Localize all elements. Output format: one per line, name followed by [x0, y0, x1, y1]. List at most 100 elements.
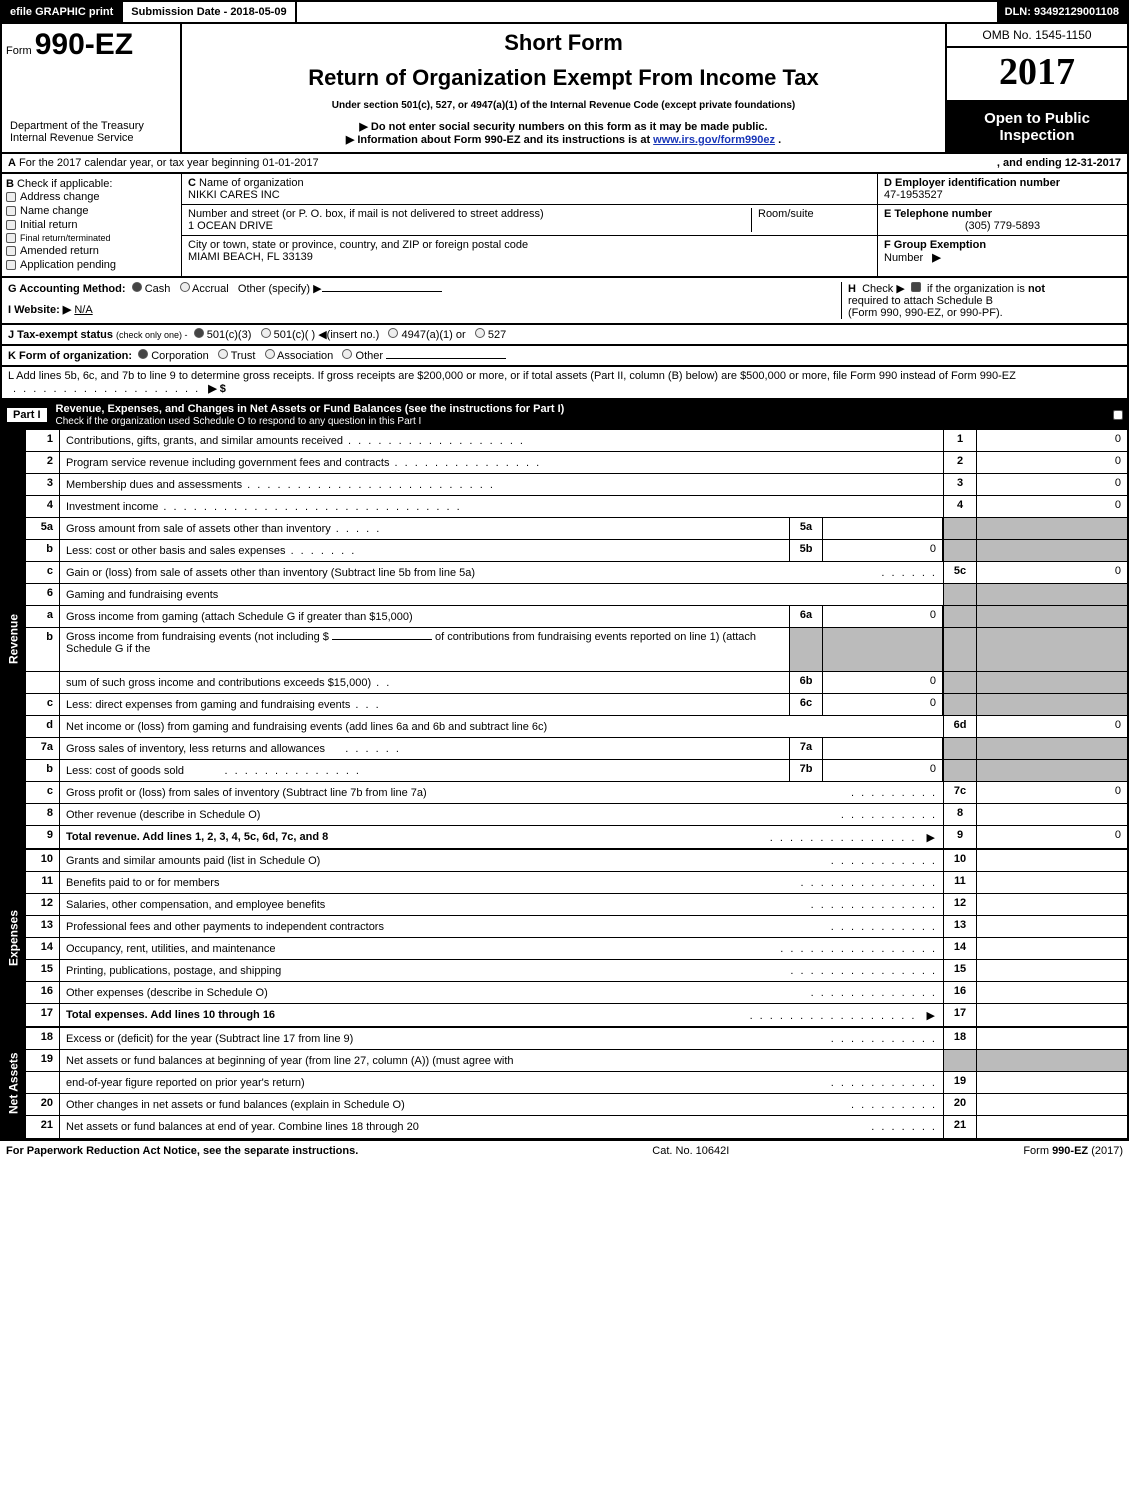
line11-box: 11 — [943, 872, 977, 893]
line-17: 17 Total expenses. Add lines 10 through … — [26, 1004, 1127, 1026]
h-text4: (Form 990, 990-EZ, or 990-PF). — [848, 307, 1003, 319]
radio-assoc[interactable] — [265, 349, 275, 359]
line9-num: 9 — [26, 826, 60, 848]
line4-num: 4 — [26, 496, 60, 517]
chk-application-pending[interactable] — [6, 260, 16, 270]
line-6b-bot: sum of such gross income and contributio… — [26, 672, 1127, 694]
line7b-subbox: 7b — [789, 760, 823, 781]
j-sub: (check only one) - — [116, 330, 188, 340]
line13-box: 13 — [943, 916, 977, 937]
line6b-subbox: 6b — [789, 672, 823, 693]
line-18: 18 Excess or (deficit) for the year (Sub… — [26, 1028, 1127, 1050]
lbl-accrual: Accrual — [192, 283, 229, 295]
chk-address-change[interactable] — [6, 192, 16, 202]
line7b-desc: Less: cost of goods sold — [66, 765, 184, 777]
calendar-year-text: For the 2017 calendar year, or tax year … — [19, 157, 319, 169]
line15-desc: Printing, publications, postage, and shi… — [66, 965, 281, 977]
chk-schedule-o[interactable] — [1113, 410, 1123, 420]
line14-value — [977, 938, 1127, 959]
line7a-num: 7a — [26, 738, 60, 759]
line6d-num: d — [26, 716, 60, 737]
label-j: J Tax-exempt status — [8, 329, 113, 341]
name-of-org-label: Name of organization — [199, 177, 304, 189]
lbl-501c3: 501(c)(3) — [207, 329, 252, 341]
radio-cash[interactable] — [132, 282, 142, 292]
line3-value: 0 — [977, 474, 1127, 495]
radio-527[interactable] — [475, 328, 485, 338]
line6b-amount-input[interactable] — [332, 639, 432, 640]
line5c-value: 0 — [977, 562, 1127, 583]
line-6c: c Less: direct expenses from gaming and … — [26, 694, 1127, 716]
label-i: I Website: ▶ — [8, 304, 71, 316]
col-def: D Employer identification number 47-1953… — [877, 174, 1127, 276]
row-a: A For the 2017 calendar year, or tax yea… — [0, 154, 1129, 174]
line-5b: b Less: cost or other basis and sales ex… — [26, 540, 1127, 562]
footer-form-post: (2017) — [1091, 1145, 1123, 1157]
l-text: L Add lines 5b, 6c, and 7b to line 9 to … — [8, 370, 1016, 382]
line6b-desc3: sum of such gross income and contributio… — [66, 677, 371, 689]
line5a-subval — [823, 518, 943, 539]
row-k: K Form of organization: Corporation Trus… — [0, 346, 1129, 367]
line6-num: 6 — [26, 584, 60, 605]
other-specify-input[interactable] — [322, 291, 442, 292]
line7b-greyval — [977, 760, 1127, 781]
line6a-desc: Gross income from gaming (attach Schedul… — [66, 611, 413, 623]
line2-desc: Program service revenue including govern… — [66, 457, 389, 469]
line5b-num: b — [26, 540, 60, 561]
radio-trust[interactable] — [218, 349, 228, 359]
line-21: 21 Net assets or fund balances at end of… — [26, 1116, 1127, 1138]
netassets-side-label: Net Assets — [2, 1028, 26, 1138]
line6b-subval: 0 — [823, 672, 943, 693]
line1-desc: Contributions, gifts, grants, and simila… — [66, 435, 343, 447]
tax-year: 2017 — [947, 48, 1127, 102]
part1-title: Revenue, Expenses, and Changes in Net As… — [56, 403, 565, 415]
line20-num: 20 — [26, 1094, 60, 1115]
line16-box: 16 — [943, 982, 977, 1003]
line6c-greybox — [943, 694, 977, 715]
street-label: Number and street (or P. O. box, if mail… — [188, 208, 544, 220]
line8-num: 8 — [26, 804, 60, 825]
label-e: E Telephone number — [884, 208, 992, 220]
line-16: 16 Other expenses (describe in Schedule … — [26, 982, 1127, 1004]
f-arrow-icon: ▶ — [932, 252, 940, 264]
radio-4947[interactable] — [388, 328, 398, 338]
line1-box: 1 — [943, 430, 977, 451]
line19-box: 19 — [943, 1072, 977, 1093]
info-link[interactable]: www.irs.gov/form990ez — [653, 134, 775, 146]
line-1: 1 Contributions, gifts, grants, and simi… — [26, 430, 1127, 452]
line7a-greyval — [977, 738, 1127, 759]
chk-final-return[interactable] — [6, 233, 16, 243]
line2-value: 0 — [977, 452, 1127, 473]
radio-501c[interactable] — [261, 328, 271, 338]
city-label: City or town, state or province, country… — [188, 239, 528, 251]
line12-value — [977, 894, 1127, 915]
radio-other[interactable] — [342, 349, 352, 359]
line15-value — [977, 960, 1127, 981]
chk-amended-return[interactable] — [6, 246, 16, 256]
line6-greybox — [943, 584, 977, 605]
lbl-assoc: Association — [277, 350, 333, 362]
info-line: ▶ Information about Form 990-EZ and its … — [188, 133, 939, 146]
radio-accrual[interactable] — [180, 282, 190, 292]
chk-schedule-b[interactable] — [911, 282, 921, 292]
line12-num: 12 — [26, 894, 60, 915]
line6a-greybox — [943, 606, 977, 627]
line7c-box: 7c — [943, 782, 977, 803]
l-arrow: ▶ $ — [208, 383, 226, 395]
line-3: 3 Membership dues and assessments . . . … — [26, 474, 1127, 496]
part1-number: Part I — [6, 407, 48, 423]
dln-number: DLN: 93492129001108 — [997, 2, 1127, 22]
chk-name-change[interactable] — [6, 206, 16, 216]
k-other-input[interactable] — [386, 358, 506, 359]
chk-initial-return[interactable] — [6, 220, 16, 230]
line6c-desc: Less: direct expenses from gaming and fu… — [66, 699, 350, 711]
line7b-num: b — [26, 760, 60, 781]
line5c-num: c — [26, 562, 60, 583]
line-6d: d Net income or (loss) from gaming and f… — [26, 716, 1127, 738]
radio-corp[interactable] — [138, 349, 148, 359]
line6a-num: a — [26, 606, 60, 627]
radio-501c3[interactable] — [194, 328, 204, 338]
line5a-desc: Gross amount from sale of assets other t… — [66, 523, 331, 535]
lbl-initial-return: Initial return — [20, 219, 77, 231]
ssn-warning: ▶ Do not enter social security numbers o… — [188, 120, 939, 133]
